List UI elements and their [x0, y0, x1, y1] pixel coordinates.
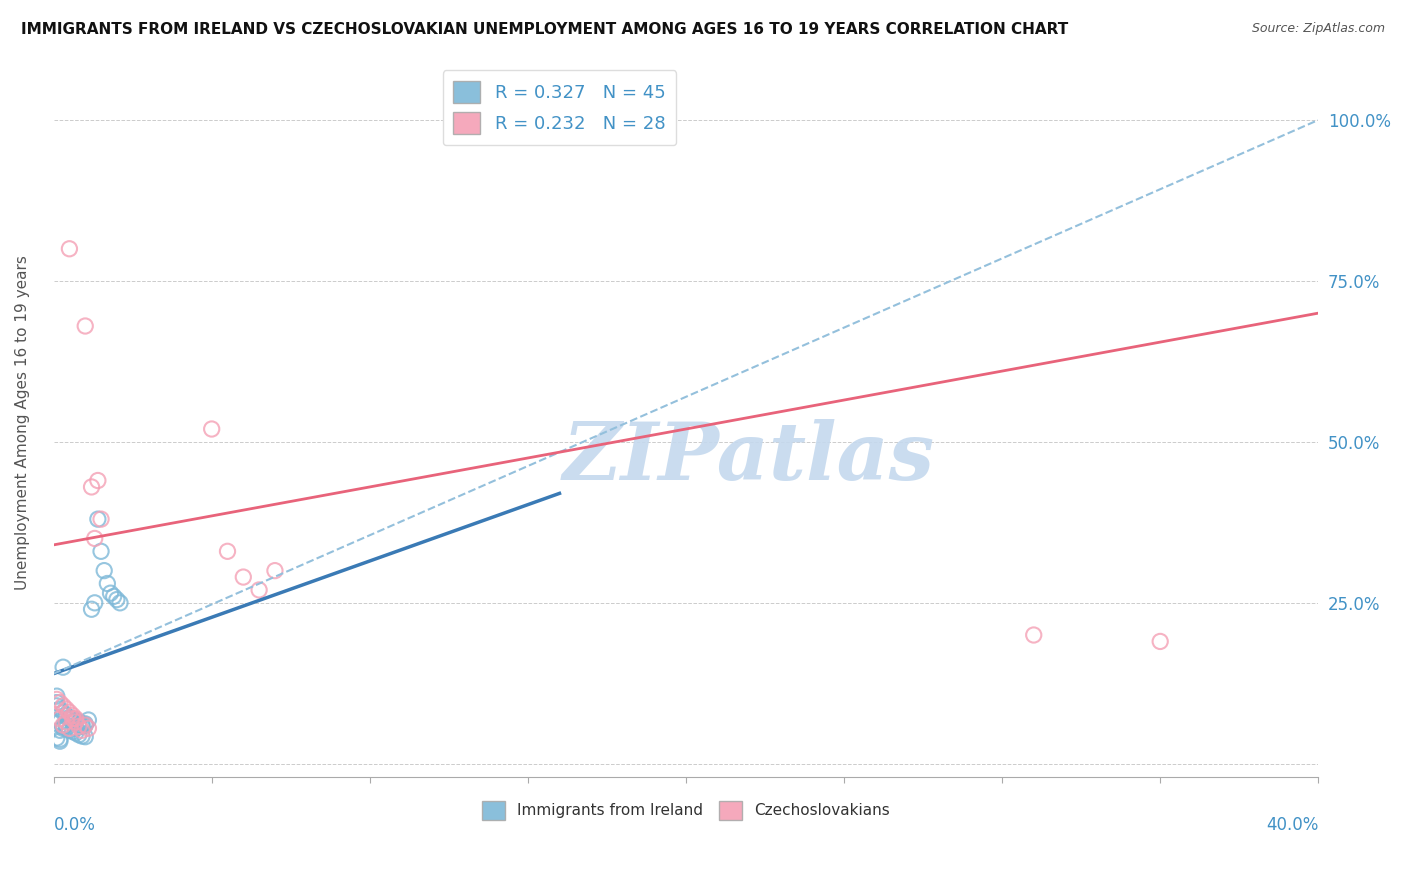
Point: [65, 722, 87, 736]
Point: [58, 712, 80, 726]
Point: [52, 705, 75, 719]
Point: [80, 602, 103, 616]
Point: [70, 723, 93, 738]
Point: [67, 719, 90, 733]
Point: [45, 692, 67, 706]
Point: [83, 596, 105, 610]
Point: [55, 718, 77, 732]
Point: [65, 726, 87, 740]
Point: [62, 724, 84, 739]
Point: [77, 713, 100, 727]
Point: [45, 689, 67, 703]
Point: [67, 718, 90, 732]
Point: [52, 660, 75, 674]
Point: [55, 722, 77, 736]
Text: IMMIGRANTS FROM IRELAND VS CZECHOSLOVAKIAN UNEMPLOYMENT AMONG AGES 16 TO 19 YEAR: IMMIGRANTS FROM IRELAND VS CZECHOSLOVAKI…: [21, 22, 1069, 37]
Point: [87, 512, 110, 526]
Point: [52, 719, 75, 733]
Point: [49, 714, 72, 729]
Text: 40.0%: 40.0%: [1265, 815, 1319, 833]
Point: [55, 702, 77, 716]
Point: [103, 590, 125, 604]
Point: [49, 734, 72, 748]
Point: [49, 732, 72, 747]
Point: [83, 532, 105, 546]
Point: [201, 422, 224, 436]
Point: [62, 712, 84, 726]
Point: [58, 723, 80, 738]
Point: [62, 708, 84, 723]
Legend: Immigrants from Ireland, Czechoslovakians: Immigrants from Ireland, Czechoslovakian…: [477, 795, 896, 826]
Point: [96, 576, 118, 591]
Point: [62, 712, 84, 726]
Point: [80, 480, 103, 494]
Point: [87, 474, 110, 488]
Point: [55, 714, 77, 729]
Point: [90, 544, 112, 558]
Point: [58, 705, 80, 719]
Point: [70, 716, 93, 731]
Point: [108, 596, 131, 610]
Point: [58, 242, 80, 256]
Text: Source: ZipAtlas.com: Source: ZipAtlas.com: [1251, 22, 1385, 36]
Point: [264, 564, 287, 578]
Text: ZIPatlas: ZIPatlas: [564, 419, 935, 497]
Point: [49, 696, 72, 710]
Point: [75, 318, 97, 333]
Point: [75, 718, 97, 732]
Point: [247, 582, 270, 597]
Point: [1149, 634, 1171, 648]
Point: [75, 718, 97, 732]
Y-axis label: Unemployment Among Ages 16 to 19 years: Unemployment Among Ages 16 to 19 years: [15, 255, 30, 590]
Point: [52, 718, 75, 732]
Point: [77, 722, 100, 736]
Point: [65, 714, 87, 729]
Point: [217, 544, 239, 558]
Point: [58, 722, 80, 736]
Point: [90, 512, 112, 526]
Point: [65, 713, 87, 727]
Point: [52, 698, 75, 713]
Point: [75, 730, 97, 744]
Point: [58, 710, 80, 724]
Point: [100, 586, 122, 600]
Point: [67, 728, 90, 742]
Point: [52, 722, 75, 736]
Point: [1022, 628, 1045, 642]
Point: [70, 729, 93, 743]
Point: [49, 712, 72, 726]
Point: [55, 708, 77, 723]
Point: [45, 696, 67, 710]
Point: [49, 723, 72, 738]
Point: [45, 698, 67, 713]
Text: 0.0%: 0.0%: [53, 815, 96, 833]
Point: [75, 716, 97, 731]
Point: [49, 702, 72, 716]
Point: [232, 570, 254, 584]
Point: [62, 714, 84, 729]
Point: [105, 592, 128, 607]
Point: [65, 712, 87, 726]
Point: [70, 719, 93, 733]
Point: [93, 564, 115, 578]
Point: [45, 731, 67, 745]
Point: [67, 714, 90, 729]
